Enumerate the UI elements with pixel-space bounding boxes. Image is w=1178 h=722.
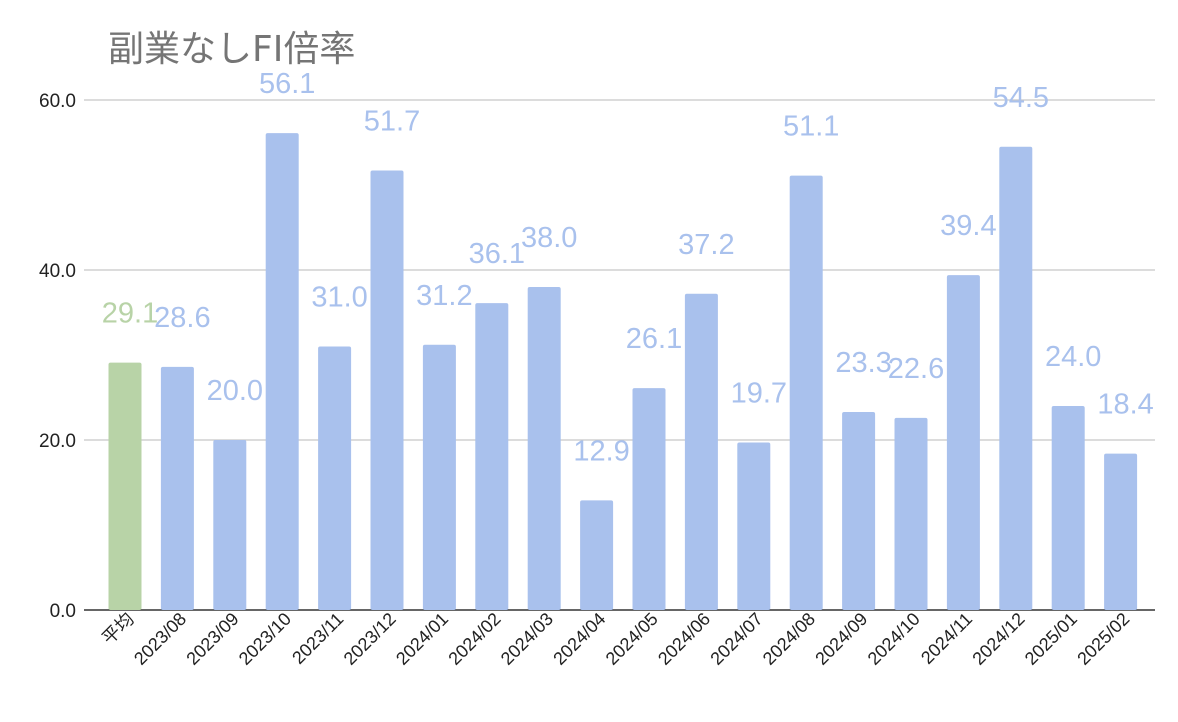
bar xyxy=(999,146,1033,610)
x-tick-label: 2024/08 xyxy=(759,609,819,669)
bar xyxy=(265,133,299,610)
data-label: 24.0 xyxy=(1045,341,1101,373)
data-label: 23.3 xyxy=(835,347,891,379)
data-label: 31.0 xyxy=(311,282,367,314)
chart-title: 副業なしFI倍率 xyxy=(108,29,356,70)
x-tick-label: 2024/11 xyxy=(917,609,976,668)
data-label: 36.1 xyxy=(469,238,525,270)
bar xyxy=(632,388,666,610)
x-axis-ticks: 平均2023/082023/092023/102023/112023/12202… xyxy=(98,609,1133,669)
bar xyxy=(108,362,142,610)
data-label: 54.5 xyxy=(993,82,1049,114)
bar xyxy=(1104,453,1138,610)
y-tick-label: 60.0 xyxy=(39,91,76,112)
bar xyxy=(842,411,876,610)
bar xyxy=(1051,406,1085,610)
x-tick-label: 2025/01 xyxy=(1021,609,1081,669)
x-tick-label: 2024/02 xyxy=(444,609,504,669)
data-label: 28.6 xyxy=(154,302,210,334)
data-label: 51.1 xyxy=(783,111,839,143)
data-label: 39.4 xyxy=(940,210,996,242)
bar xyxy=(946,275,980,610)
bar xyxy=(789,175,823,610)
y-tick-label: 40.0 xyxy=(39,261,76,282)
x-tick-label: 2023/12 xyxy=(340,609,400,669)
x-tick-label: 2024/03 xyxy=(497,609,557,669)
bar xyxy=(318,346,352,610)
x-tick-label: 2024/12 xyxy=(968,609,1028,669)
x-tick-label: 2023/08 xyxy=(130,609,190,669)
data-labels: 29.128.6 20.0 56.1 31.0 51.7 31.2 36.138.0 12.9… xyxy=(102,68,1154,467)
bar xyxy=(370,170,404,611)
data-label: 51.7 xyxy=(364,106,420,138)
data-label: 26.1 xyxy=(626,323,682,355)
bars xyxy=(108,133,1138,611)
data-label: 20.0 xyxy=(207,375,263,407)
data-label: 22.6 xyxy=(888,353,944,385)
x-tick-label: 2024/06 xyxy=(654,609,714,669)
x-tick-label: 2024/05 xyxy=(602,609,662,669)
x-tick-label: 2023/11 xyxy=(288,609,347,668)
y-tick-label: 20.0 xyxy=(39,431,76,452)
x-tick-label: 2024/09 xyxy=(811,609,871,669)
x-tick-label: 2024/04 xyxy=(549,609,609,669)
x-tick-label: 2024/10 xyxy=(864,609,924,669)
bar xyxy=(213,440,247,610)
bar xyxy=(422,344,456,610)
data-label: 56.1 xyxy=(259,68,315,100)
bar xyxy=(475,303,509,610)
y-axis-ticks: 0.0 20.0 40.0 60.0 xyxy=(39,91,76,622)
x-tick-label: 2024/01 xyxy=(392,609,452,669)
bar xyxy=(160,366,194,610)
x-tick-label: 2023/09 xyxy=(182,609,242,669)
bar xyxy=(737,442,771,610)
data-label: 12.9 xyxy=(573,435,629,467)
data-label: 37.2 xyxy=(678,229,734,261)
data-label: 31.2 xyxy=(416,280,472,312)
data-label: 19.7 xyxy=(731,378,787,410)
bar xyxy=(580,500,614,610)
x-tick-label: 平均 xyxy=(98,609,138,649)
data-label: 29.1 xyxy=(102,298,158,330)
bar xyxy=(527,287,561,610)
bar xyxy=(894,417,928,610)
data-label: 18.4 xyxy=(1097,389,1153,421)
data-label: 38.0 xyxy=(521,222,577,254)
x-tick-label: 2025/02 xyxy=(1073,609,1133,669)
bar xyxy=(684,293,718,610)
x-tick-label: 2024/07 xyxy=(706,609,766,669)
x-tick-label: 2023/10 xyxy=(235,609,295,669)
y-tick-label: 0.0 xyxy=(50,601,76,622)
